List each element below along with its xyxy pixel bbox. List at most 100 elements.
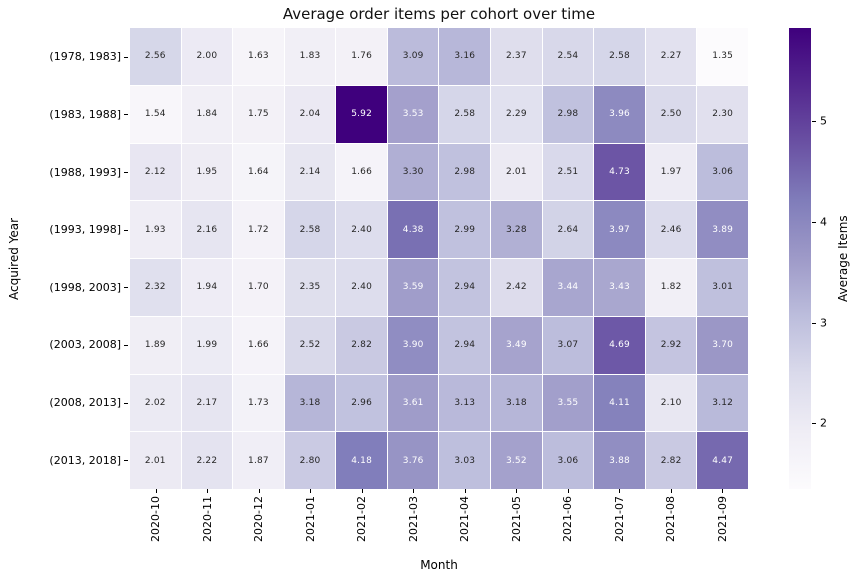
heatmap-cell: 3.96: [594, 85, 645, 143]
colorbar-tick-label: 4: [820, 215, 827, 229]
heatmap-cell: 1.97: [645, 143, 697, 201]
heatmap-cell: 2.16: [181, 201, 233, 258]
x-tick-label: 2021-07: [612, 496, 626, 542]
x-tick-label: 2021-09: [715, 496, 729, 542]
heatmap-cell: 3.01: [697, 259, 748, 316]
colorbar-gradient: [789, 28, 811, 489]
heatmap-cell: 3.18: [491, 374, 542, 432]
y-tick-mark: [124, 57, 128, 58]
heatmap-cell: 2.42: [491, 259, 542, 316]
heatmap-cell: 1.93: [130, 201, 181, 258]
y-tick-label: (1993, 1998]: [49, 223, 121, 237]
heatmap-cell: 3.59: [387, 259, 439, 316]
colorbar-tick-mark: [812, 222, 816, 223]
y-tick-label: (1988, 1993]: [49, 165, 121, 179]
x-tick-mark: [207, 489, 208, 493]
heatmap-cell: 2.04: [284, 85, 336, 143]
heatmap-cell: 2.01: [130, 432, 181, 489]
heatmap-cell: 1.87: [233, 432, 284, 489]
heatmap-cell: 3.09: [387, 28, 439, 85]
heatmap-cell: 1.63: [233, 28, 284, 85]
heatmap-cell: 2.22: [181, 432, 233, 489]
y-tick-label: (2003, 2008]: [49, 338, 121, 352]
heatmap-cell: 1.75: [233, 85, 284, 143]
heatmap-cell: 1.66: [336, 143, 387, 201]
heatmap-cell: 3.06: [697, 143, 748, 201]
heatmap-cell: 2.35: [284, 259, 336, 316]
heatmap-cell: 2.98: [542, 85, 594, 143]
heatmap-cell: 1.95: [181, 143, 233, 201]
heatmap-cell: 2.10: [645, 374, 697, 432]
y-tick-mark: [124, 403, 128, 404]
x-axis-label: Month: [420, 558, 458, 572]
y-tick-mark: [124, 287, 128, 288]
heatmap-cell: 2.64: [542, 201, 594, 258]
x-tick-mark: [568, 489, 569, 493]
heatmap-cell: 2.51: [542, 143, 594, 201]
heatmap-cell: 3.89: [697, 201, 748, 258]
heatmap-cell: 3.13: [439, 374, 491, 432]
heatmap-cell: 4.73: [594, 143, 645, 201]
heatmap-cell: 1.73: [233, 374, 284, 432]
x-tick-mark: [619, 489, 620, 493]
heatmap-cell: 2.12: [130, 143, 181, 201]
heatmap-cell: 2.40: [336, 259, 387, 316]
colorbar-tick-label: 5: [820, 114, 827, 128]
x-tick-label: 2021-04: [458, 496, 472, 542]
y-tick-mark: [124, 345, 128, 346]
heatmap-cell: 3.53: [387, 85, 439, 143]
heatmap-cell: 3.12: [697, 374, 748, 432]
heatmap-cell: 2.94: [439, 316, 491, 374]
heatmap-cell: 1.76: [336, 28, 387, 85]
x-tick-mark: [259, 489, 260, 493]
heatmap-cell: 2.01: [491, 143, 542, 201]
heatmap-cell: 4.38: [387, 201, 439, 258]
heatmap-cell: 3.43: [594, 259, 645, 316]
x-tick-mark: [465, 489, 466, 493]
y-tick-label: (1978, 1983]: [49, 50, 121, 64]
heatmap-cell: 1.54: [130, 85, 181, 143]
colorbar-tick-label: 2: [820, 416, 827, 430]
heatmap-cell: 1.64: [233, 143, 284, 201]
heatmap-cell: 2.40: [336, 201, 387, 258]
x-tick-label: 2021-06: [561, 496, 575, 542]
heatmap-cell: 2.99: [439, 201, 491, 258]
x-tick-label: 2020-12: [252, 496, 266, 542]
x-tick-label: 2020-10: [149, 496, 163, 542]
y-tick-mark: [124, 460, 128, 461]
heatmap-cell: 2.52: [284, 316, 336, 374]
heatmap-cell: 3.18: [284, 374, 336, 432]
heatmap-cell: 2.00: [181, 28, 233, 85]
heatmap-cell: 2.32: [130, 259, 181, 316]
x-tick-label: 2020-11: [200, 496, 214, 542]
y-tick-mark: [124, 114, 128, 115]
heatmap-cell: 1.66: [233, 316, 284, 374]
heatmap-cell: 3.28: [491, 201, 542, 258]
heatmap-cell: 2.30: [697, 85, 748, 143]
heatmap-cell: 2.58: [284, 201, 336, 258]
chart-title: Average order items per cohort over time: [282, 5, 596, 23]
x-tick-label: 2021-05: [509, 496, 523, 542]
heatmap-cell: 2.94: [439, 259, 491, 316]
y-tick-label: (2008, 2013]: [49, 396, 121, 410]
heatmap-grid: 2.56 2.00 1.63 1.83 1.76 3.09 3.16 2.37 2.54 2.58…: [130, 28, 748, 489]
heatmap-cell: 4.69: [594, 316, 645, 374]
colorbar-tick-mark: [812, 121, 816, 122]
heatmap-cell: 3.49: [491, 316, 542, 374]
heatmap-cell: 2.80: [284, 432, 336, 489]
heatmap-cell: 3.88: [594, 432, 645, 489]
heatmap-cell: 2.56: [130, 28, 181, 85]
heatmap-cell: 3.03: [439, 432, 491, 489]
y-tick-label: (2013, 2018]: [49, 453, 121, 467]
colorbar-tick-mark: [812, 423, 816, 424]
heatmap-cell: 2.82: [336, 316, 387, 374]
heatmap-cell: 2.54: [542, 28, 594, 85]
heatmap-cell: 2.46: [645, 201, 697, 258]
heatmap-cell: 2.96: [336, 374, 387, 432]
heatmap-cell: 2.58: [439, 85, 491, 143]
heatmap-cell: 3.90: [387, 316, 439, 374]
x-tick-mark: [362, 489, 363, 493]
x-tick-mark: [156, 489, 157, 493]
x-tick-mark: [413, 489, 414, 493]
